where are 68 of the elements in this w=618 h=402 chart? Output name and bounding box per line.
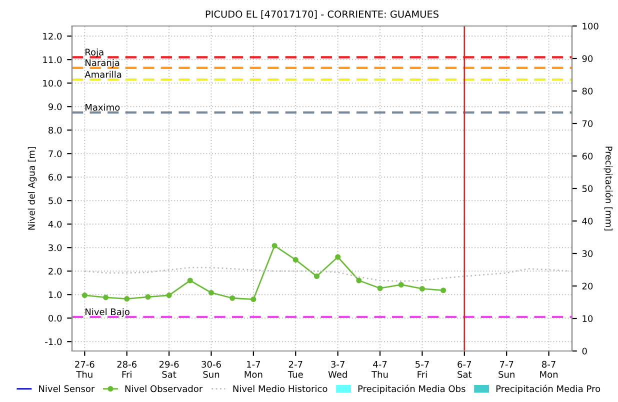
y-tick-label: 1.0 xyxy=(48,291,62,298)
x-tick-label: 29-6 Sat xyxy=(159,360,179,378)
y2-tick-label: 10 xyxy=(582,315,593,322)
y2-tick-label: 60 xyxy=(582,152,593,160)
point xyxy=(208,290,214,296)
y2-tick-label: 30 xyxy=(582,250,593,258)
y-tick-label: 11.0 xyxy=(43,56,62,64)
x-tick-label: 6-7 Sat xyxy=(458,360,472,378)
legend-label: Nivel Sensor xyxy=(39,385,95,392)
x-tick-label: 4-7 Thu xyxy=(372,361,388,378)
y2-tick-label: 100 xyxy=(582,22,598,30)
x-tick-label: 3-7 Wed xyxy=(328,360,347,378)
y2-tick-label: 40 xyxy=(582,218,593,225)
y-tick-label: 12.0 xyxy=(43,32,62,40)
point xyxy=(102,294,109,300)
point xyxy=(82,292,88,298)
ref-line-label: Amarilla xyxy=(84,70,122,78)
x-tick-label: 8-7 Mon xyxy=(540,360,558,378)
point xyxy=(398,282,404,288)
y-axis-title: Nivel del Agua [m] xyxy=(28,147,37,230)
x-tick-label: 2-7 Tue xyxy=(288,360,303,378)
y-tick-label: 4.0 xyxy=(48,220,62,228)
y2-tick-label: 70 xyxy=(582,120,593,128)
point xyxy=(356,278,362,284)
point xyxy=(377,285,383,292)
y2-axis-title: Precipitación [mm] xyxy=(604,146,613,230)
x-tick-label: 28-6 Fri xyxy=(117,360,137,378)
point xyxy=(314,273,320,280)
chart-title: PICUDO EL [47017170] - CORRIENTE: GUAMUES xyxy=(206,10,438,19)
point xyxy=(292,257,298,263)
ref-line-label: Roja xyxy=(86,48,104,58)
ref-line-label: Naranja xyxy=(86,59,120,68)
x-tick-label: 27-6 Thu xyxy=(75,360,94,378)
point xyxy=(230,295,236,301)
point xyxy=(166,292,172,298)
ref-line-label: Nivel Bajo xyxy=(86,308,130,317)
point xyxy=(335,254,341,260)
y2-tick-label: 50 xyxy=(582,185,593,192)
x-tick-label: 5-7 Fri xyxy=(416,361,429,378)
point xyxy=(419,286,425,292)
y-tick-label: 8.0 xyxy=(48,126,62,134)
x-tick-label: 7-7 Sun xyxy=(498,361,514,378)
point xyxy=(272,242,278,248)
y2-tick-label: 20 xyxy=(582,282,593,290)
x-tick-label: 1-7 Mon xyxy=(244,361,262,378)
point xyxy=(124,296,130,302)
y2-tick-label: 80 xyxy=(582,88,593,95)
y2-tick-label: 0 xyxy=(582,348,587,355)
y-tick-label: -1.0 xyxy=(45,338,62,346)
ref-line-label: Maximo xyxy=(86,104,120,111)
y-tick-label: 7.0 xyxy=(48,150,62,158)
point xyxy=(250,296,256,302)
point xyxy=(145,294,151,300)
x-tick-label: 30-6 Sun xyxy=(202,360,221,378)
point xyxy=(440,288,446,294)
legend-label: Precipitación Media Obs xyxy=(358,384,466,394)
legend-label: Nivel Medio Historico xyxy=(233,385,328,392)
legend-label: Nivel Observador xyxy=(125,385,203,392)
y-tick-label: 9.0 xyxy=(48,103,62,110)
y-tick-label: 0.0 xyxy=(48,314,62,322)
y-tick-label: 2.0 xyxy=(48,268,62,275)
y2-tick-label: 90 xyxy=(582,55,593,62)
y-tick-label: 10.0 xyxy=(43,80,62,87)
y-tick-label: 6.0 xyxy=(48,174,62,181)
y-tick-label: 3.0 xyxy=(48,244,62,252)
legend-label: Precipitación Media Pro xyxy=(496,384,600,394)
point xyxy=(187,278,193,284)
y-tick-label: 5.0 xyxy=(48,197,62,204)
